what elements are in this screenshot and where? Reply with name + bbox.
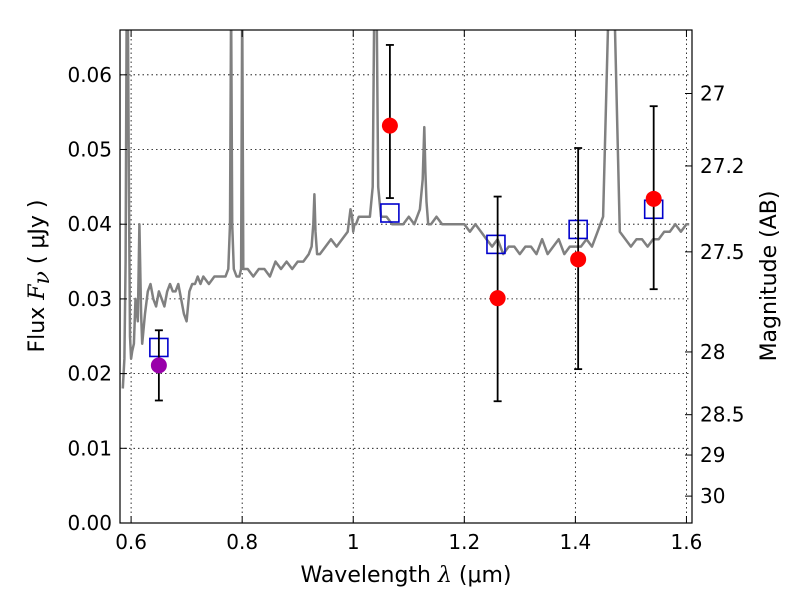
x-axis-label: Wavelength λ (μm) bbox=[300, 563, 511, 588]
y2-tick-label: 27.2 bbox=[700, 154, 745, 178]
grid bbox=[120, 30, 692, 524]
x-tick-label: 1 bbox=[347, 530, 360, 554]
x-tick-label: 0.8 bbox=[226, 530, 258, 554]
y-axis-ticks: 0.00 0.01 0.02 0.03 0.04 0.05 0.06 bbox=[67, 63, 127, 535]
x-tick-label: 1.2 bbox=[448, 530, 480, 554]
y2-tick-label: 27.5 bbox=[700, 240, 745, 264]
y-tick-label: 0.01 bbox=[67, 436, 112, 460]
y2-axis-ticks: 27 27.2 27.5 28 28.5 29 30 bbox=[685, 81, 745, 508]
data-point bbox=[381, 117, 398, 134]
x-tick-label: 0.6 bbox=[115, 530, 147, 554]
data-point bbox=[645, 190, 662, 207]
y2-tick-label: 29 bbox=[700, 443, 725, 467]
y-axis-label: Flux Fν ( μJy ) bbox=[25, 199, 55, 352]
y2-tick-label: 27 bbox=[700, 81, 725, 105]
model-box bbox=[486, 234, 506, 255]
y2-axis-label: Magnitude (AB) bbox=[757, 191, 782, 362]
data-point bbox=[489, 290, 506, 307]
x-tick-label: 1.4 bbox=[559, 530, 591, 554]
y2-tick-label: 28.5 bbox=[700, 403, 745, 427]
y-tick-label: 0.06 bbox=[67, 63, 112, 87]
x-axis-ticks: 0.6 0.8 1 1.2 1.4 1.6 bbox=[115, 30, 702, 554]
y2-tick-label: 30 bbox=[700, 484, 725, 508]
spectrum-line bbox=[121, 30, 690, 389]
data-point bbox=[150, 357, 167, 374]
y-tick-label: 0.04 bbox=[67, 212, 112, 236]
data-point bbox=[570, 251, 587, 268]
plot-frame bbox=[119, 29, 693, 524]
y-tick-label: 0.00 bbox=[67, 511, 112, 535]
data-points bbox=[150, 117, 662, 374]
x-tick-label: 1.6 bbox=[671, 530, 703, 554]
y-tick-label: 0.02 bbox=[67, 362, 112, 386]
y-tick-label: 0.03 bbox=[67, 287, 112, 311]
model-box bbox=[380, 203, 400, 223]
y2-tick-label: 28 bbox=[700, 340, 725, 364]
y-tick-label: 0.05 bbox=[67, 138, 112, 162]
